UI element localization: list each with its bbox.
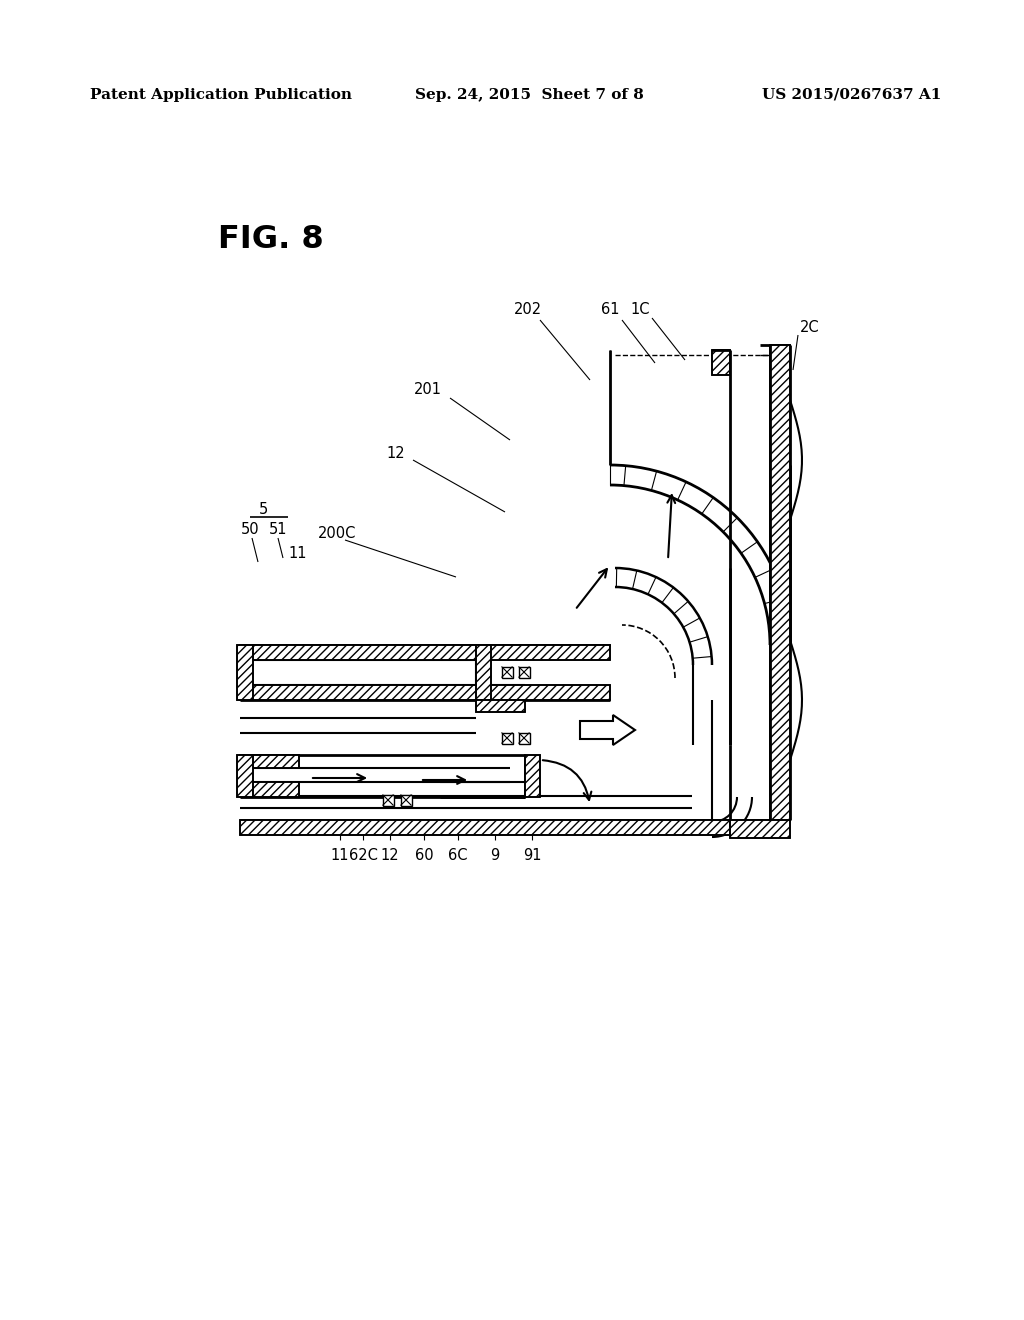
Text: 12: 12 bbox=[381, 847, 399, 863]
Text: 51: 51 bbox=[268, 523, 288, 537]
Text: 2C: 2C bbox=[800, 321, 819, 335]
Text: Sep. 24, 2015  Sheet 7 of 8: Sep. 24, 2015 Sheet 7 of 8 bbox=[415, 88, 644, 102]
Text: 201: 201 bbox=[414, 383, 442, 397]
Bar bbox=[525, 755, 540, 797]
Bar bbox=[730, 820, 790, 838]
Text: 6C: 6C bbox=[449, 847, 468, 863]
Text: 50: 50 bbox=[241, 523, 259, 537]
Text: 11: 11 bbox=[331, 847, 349, 863]
Text: 1C: 1C bbox=[630, 302, 650, 318]
Bar bbox=[240, 755, 299, 768]
Bar bbox=[240, 685, 610, 700]
Bar bbox=[712, 350, 730, 375]
Bar bbox=[400, 795, 412, 805]
FancyArrowPatch shape bbox=[543, 760, 591, 800]
Bar bbox=[240, 781, 299, 797]
Text: 200C: 200C bbox=[318, 525, 356, 540]
Bar bbox=[237, 645, 253, 700]
Bar bbox=[476, 645, 490, 700]
Bar bbox=[240, 820, 730, 836]
Text: 11: 11 bbox=[289, 545, 307, 561]
Bar bbox=[730, 820, 790, 838]
Bar bbox=[476, 645, 490, 700]
Bar bbox=[237, 645, 253, 700]
Text: 62C: 62C bbox=[348, 847, 378, 863]
Text: Patent Application Publication: Patent Application Publication bbox=[90, 88, 352, 102]
Bar bbox=[518, 667, 529, 677]
Bar bbox=[383, 795, 393, 805]
Bar bbox=[237, 755, 253, 797]
Text: 9: 9 bbox=[490, 847, 500, 863]
Text: US 2015/0267637 A1: US 2015/0267637 A1 bbox=[762, 88, 941, 102]
Text: 60: 60 bbox=[415, 847, 433, 863]
Bar bbox=[476, 700, 525, 711]
Bar bbox=[237, 755, 253, 797]
Text: 5: 5 bbox=[258, 503, 267, 517]
Bar bbox=[240, 755, 299, 768]
Bar bbox=[240, 820, 730, 836]
Bar bbox=[240, 645, 610, 660]
Bar bbox=[770, 345, 790, 820]
Text: 202: 202 bbox=[514, 302, 542, 318]
Bar bbox=[525, 755, 540, 797]
Text: FIG. 8: FIG. 8 bbox=[218, 224, 324, 256]
Bar bbox=[240, 645, 610, 660]
Bar bbox=[518, 733, 529, 743]
Bar bbox=[770, 345, 790, 820]
FancyArrow shape bbox=[580, 715, 635, 744]
Bar bbox=[502, 733, 512, 743]
Bar bbox=[476, 700, 525, 711]
Bar bbox=[240, 781, 299, 797]
Bar bbox=[712, 350, 730, 375]
Bar bbox=[502, 667, 512, 677]
Text: 61: 61 bbox=[601, 302, 620, 318]
Text: 12: 12 bbox=[386, 446, 406, 461]
Bar bbox=[240, 685, 610, 700]
Text: 91: 91 bbox=[522, 847, 542, 863]
